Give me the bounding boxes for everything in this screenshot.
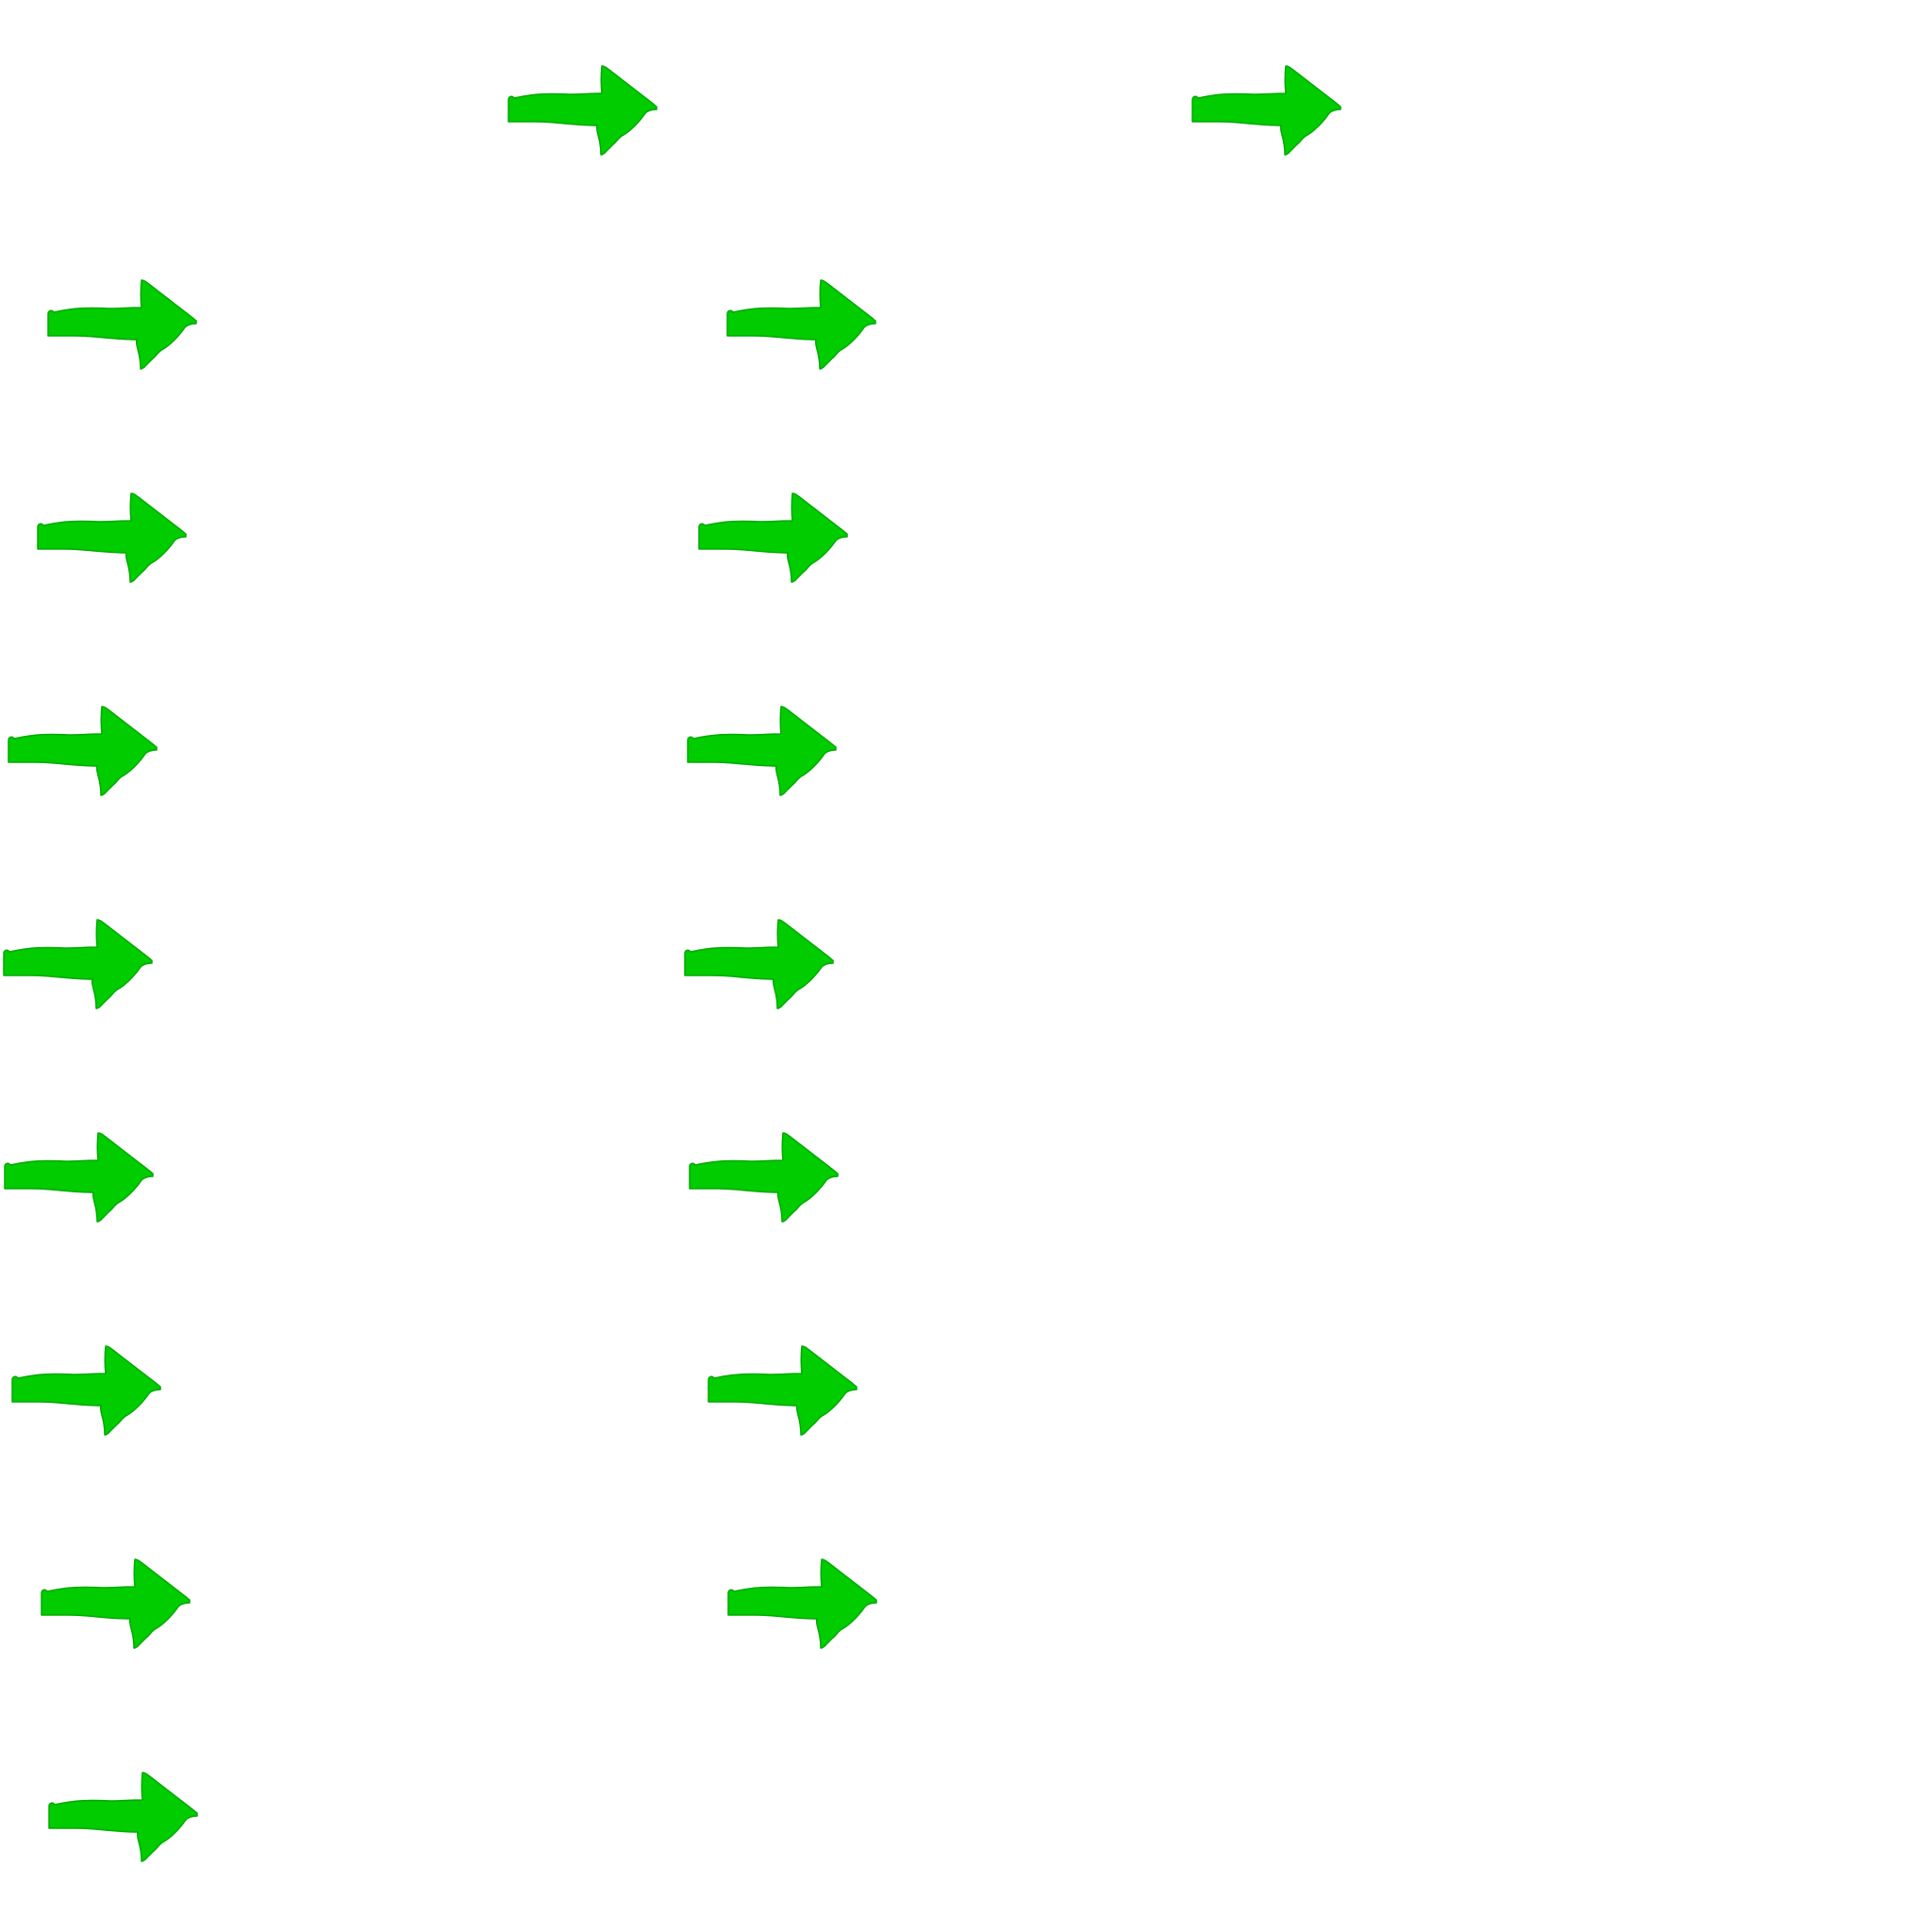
right-arrow-icon <box>7 706 167 801</box>
right-arrow-icon <box>726 1558 887 1654</box>
right-arrow-icon <box>1191 65 1351 160</box>
right-arrow-icon <box>707 1345 867 1441</box>
right-arrow-icon <box>507 65 667 160</box>
right-arrow-icon <box>36 492 196 588</box>
right-arrow-icon <box>683 919 843 1014</box>
right-arrow-icon <box>697 492 858 588</box>
right-arrow-icon <box>3 1132 163 1227</box>
right-arrow-icon <box>725 279 886 375</box>
right-arrow-icon <box>47 1772 208 1867</box>
right-arrow-icon <box>688 1132 848 1227</box>
right-arrow-icon <box>686 706 846 801</box>
right-arrow-icon <box>2 919 162 1014</box>
right-arrow-icon <box>40 1558 200 1654</box>
right-arrow-icon <box>46 279 207 375</box>
right-arrow-icon <box>10 1345 171 1441</box>
